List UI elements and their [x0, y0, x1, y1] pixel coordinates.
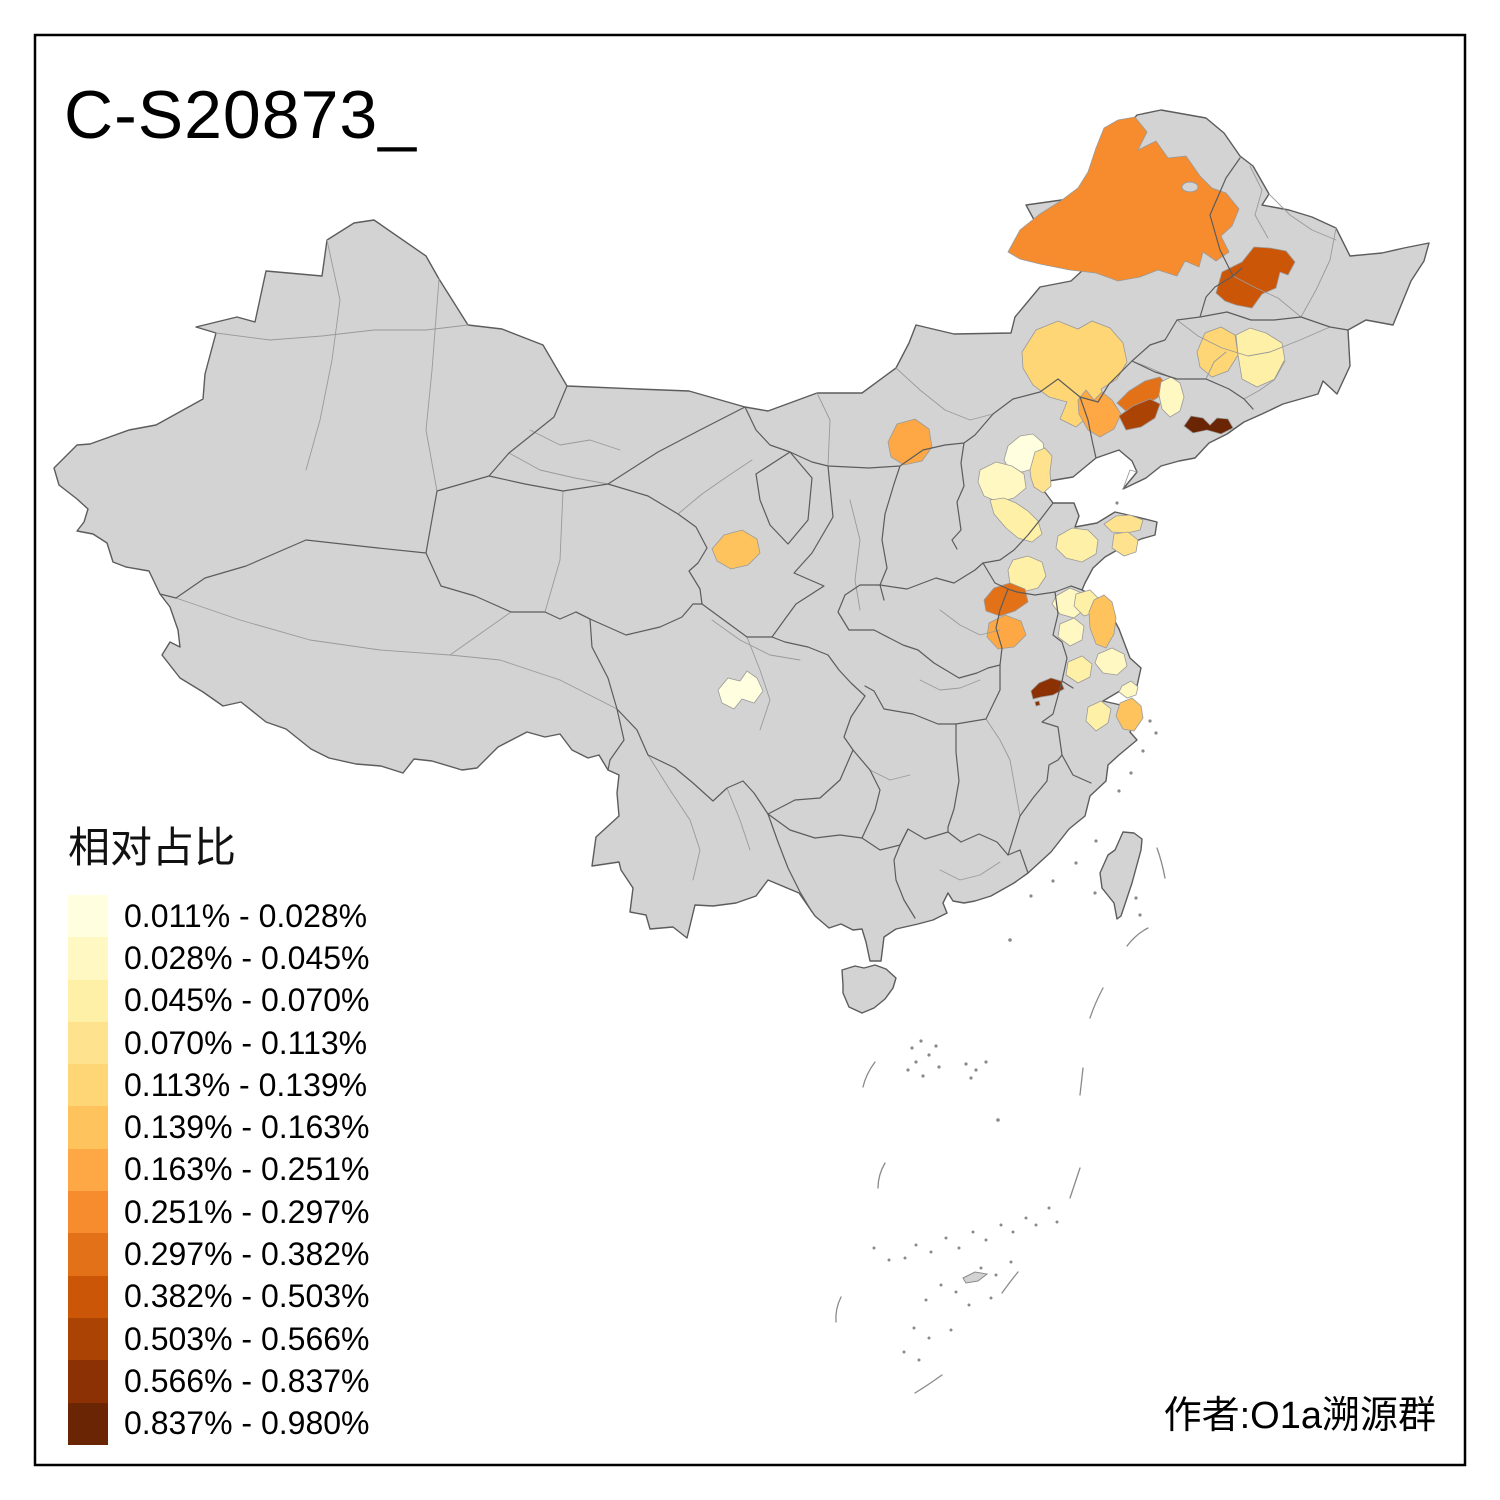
legend-label: 0.566% - 0.837%: [124, 1362, 370, 1399]
legend-row-1: 0.011% - 0.028%: [68, 895, 370, 938]
legend-label: 0.163% - 0.251%: [124, 1151, 370, 1188]
legend-swatch: [68, 1191, 108, 1234]
legend-label: 0.139% - 0.163%: [124, 1109, 370, 1146]
legend-swatch: [68, 1275, 108, 1318]
legend-label: 0.837% - 0.980%: [124, 1405, 370, 1442]
map-region-jiangsu-mid-pale: [1057, 617, 1085, 647]
legend-swatch: [68, 979, 108, 1022]
legend: 相对占比 0.011% - 0.028% 0.028% - 0.045% 0.045…: [68, 814, 370, 1445]
map-region-hebei-pale-1: [977, 461, 1027, 503]
colored-regions-layer: [711, 116, 1296, 732]
map-region-sichuan-pale: [717, 670, 764, 710]
map-region-shanghai-pale: [1118, 680, 1139, 699]
legend-label: 0.251% - 0.297%: [124, 1193, 370, 1230]
legend-row-12: 0.566% - 0.837%: [68, 1360, 370, 1403]
legend-row-6: 0.139% - 0.163%: [68, 1106, 370, 1149]
legend-label: 0.113% - 0.139%: [124, 1066, 368, 1103]
map-region-northeast-large: [1007, 116, 1240, 282]
legend-label: 0.503% - 0.566%: [124, 1320, 370, 1357]
figure-title: C-S20873_: [64, 77, 418, 153]
taiwan-island: [1099, 831, 1143, 920]
figure-frame: [33, 33, 1467, 1467]
attribution-text: 作者:O1a溯源群: [1163, 1395, 1436, 1437]
legend-row-5: 0.113% - 0.139%: [68, 1064, 370, 1107]
legend-swatch: [68, 1360, 108, 1403]
map-region-shandong-pen-2: [1111, 531, 1139, 557]
map-region-ne-mid-pale: [1235, 327, 1286, 388]
map-region-anhui-dark: [1030, 677, 1065, 700]
map-region-jiangsu-e-pale: [1094, 647, 1128, 676]
legend-row-2: 0.028% - 0.045%: [68, 937, 370, 980]
legend-label: 0.045% - 0.070%: [124, 982, 370, 1019]
map-region-shandong-nw-pale: [1007, 555, 1047, 593]
map-region-hebei-band: [989, 497, 1043, 543]
legend-row-8: 0.251% - 0.297%: [68, 1191, 370, 1234]
legend-rows: 0.011% - 0.028% 0.028% - 0.045% 0.045% - 0…: [68, 895, 370, 1445]
map-region-zhejiang-pale: [1085, 700, 1112, 732]
map-region-liaoning-pale: [1158, 376, 1185, 418]
legend-label: 0.297% - 0.382%: [124, 1236, 370, 1273]
province-borders: [159, 157, 1349, 919]
map-region-shandong-dark: [983, 582, 1029, 617]
legend-swatch: [68, 1106, 108, 1149]
legend-title: 相对占比: [68, 824, 237, 871]
legend-swatch: [68, 1317, 108, 1361]
prefecture-borders: [175, 165, 1337, 881]
map-region-liaoning-darkest: [1183, 415, 1234, 435]
map-region-liaoning-dark: [1118, 398, 1161, 431]
legend-label: 0.011% - 0.028%: [124, 897, 368, 934]
legend-row-9: 0.297% - 0.382%: [68, 1233, 370, 1276]
islet-dots: [872, 501, 1158, 1362]
legend-swatch: [68, 937, 108, 980]
hainan-island: [841, 964, 897, 1014]
legend-row-7: 0.163% - 0.251%: [68, 1148, 370, 1192]
legend-row-3: 0.045% - 0.070%: [68, 979, 370, 1022]
map-region-jiangsu-coast: [1088, 594, 1117, 649]
lake-hole: [1181, 181, 1199, 193]
map-region-tianjin-strip: [1029, 447, 1053, 494]
legend-row-11: 0.503% - 0.566%: [68, 1317, 370, 1361]
legend-row-13: 0.837% - 0.980%: [68, 1402, 370, 1445]
sea-marks: [835, 501, 1166, 1394]
map-region-anhui-dark-dot: [1034, 700, 1041, 707]
map-region-shandong-pen-1: [1103, 514, 1144, 534]
legend-label: 0.028% - 0.045%: [124, 939, 370, 976]
map-region-northeast-dark: [1215, 246, 1296, 309]
islet: [962, 1271, 989, 1284]
legend-row-4: 0.070% - 0.113%: [68, 1021, 370, 1065]
legend-swatch: [68, 1233, 108, 1276]
legend-swatch: [68, 1064, 108, 1107]
legend-swatch: [68, 1402, 108, 1445]
map-region-north-orange-west: [887, 418, 933, 466]
legend-label: 0.070% - 0.113%: [124, 1024, 368, 1061]
legend-swatch: [68, 1148, 108, 1192]
legend-swatch: [68, 1021, 108, 1065]
legend-swatch: [68, 895, 108, 938]
map-region-zhejiang-coast: [1115, 697, 1144, 732]
map-region-shandong-mid-pale: [1055, 527, 1099, 563]
map-region-jiangsu-s-pale: [1065, 655, 1093, 684]
legend-label: 0.382% - 0.503%: [124, 1278, 370, 1315]
map-region-gansu-orange: [711, 529, 761, 570]
legend-row-10: 0.382% - 0.503%: [68, 1275, 370, 1318]
